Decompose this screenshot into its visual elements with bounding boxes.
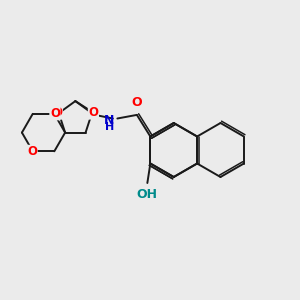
Text: O: O: [27, 146, 37, 158]
Text: O: O: [52, 106, 62, 119]
Text: OH: OH: [137, 188, 158, 201]
Text: N: N: [104, 113, 114, 127]
Text: H: H: [105, 122, 114, 132]
Text: O: O: [50, 107, 60, 120]
Text: O: O: [88, 106, 98, 119]
Text: O: O: [131, 97, 142, 110]
